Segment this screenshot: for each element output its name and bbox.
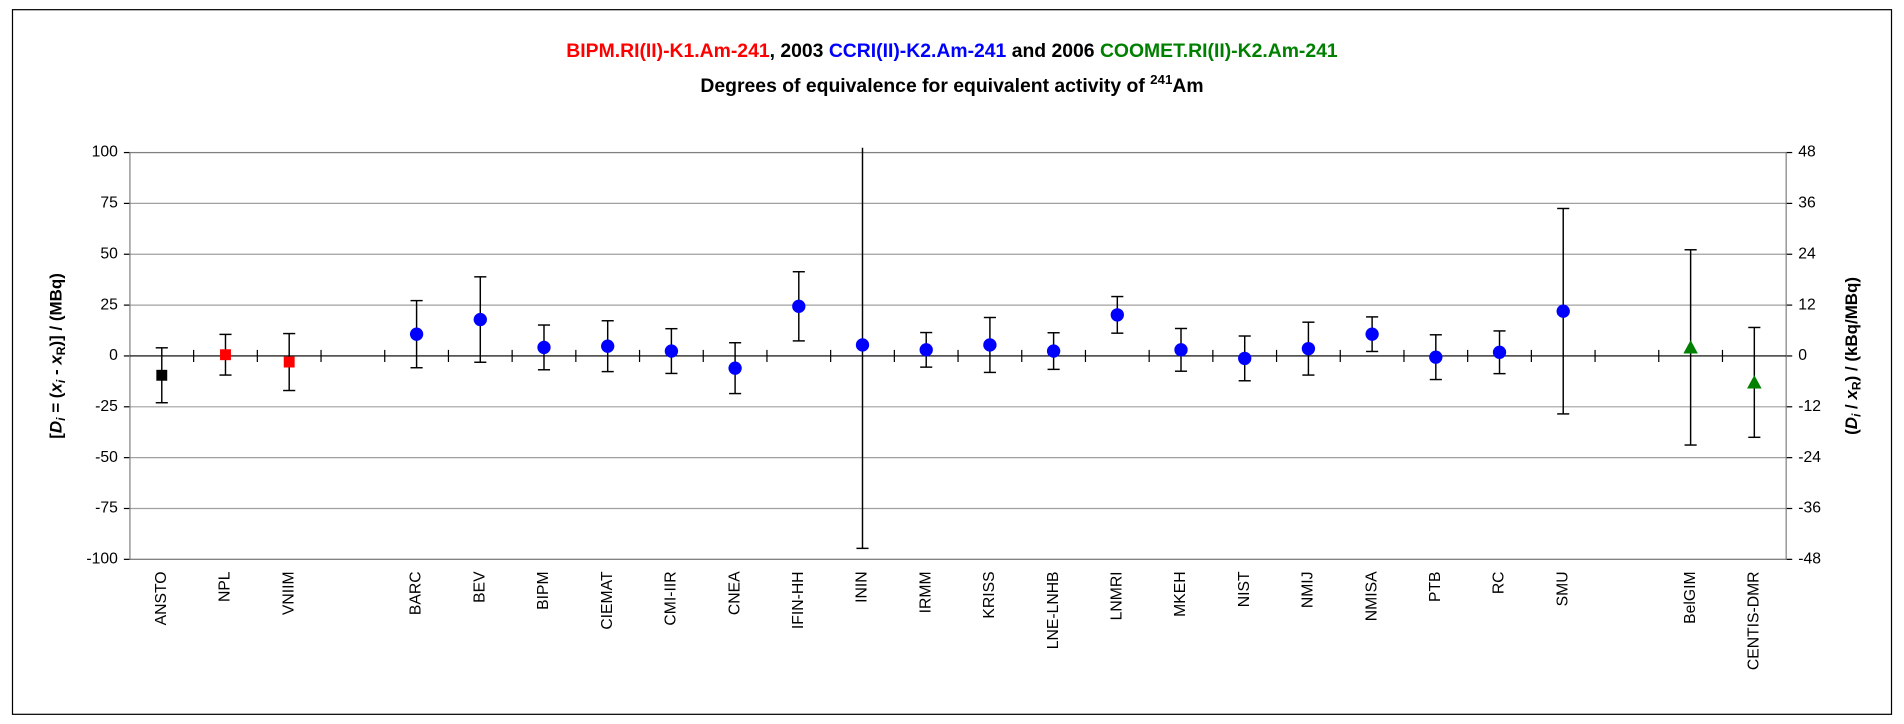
title-part: CCRI(II)-K2.Am-241 xyxy=(829,40,1007,62)
point xyxy=(409,327,424,341)
x-tick-label: NMIJ xyxy=(1300,571,1317,608)
label-part: / xyxy=(1842,400,1861,414)
label-part: [ xyxy=(47,433,66,439)
y-tick-label: 75 xyxy=(100,195,118,212)
label-part: D xyxy=(1842,417,1861,429)
point xyxy=(855,338,870,352)
title-part: BIPM.RI(II)-K1.Am-241 xyxy=(566,40,770,62)
x-tick-label: LNMRI xyxy=(1108,571,1125,620)
label-part: R xyxy=(54,346,68,355)
title-part: , 2003 xyxy=(770,40,829,62)
x-tick-label: VNIIM xyxy=(280,571,297,615)
point xyxy=(1174,343,1188,357)
y2-tick-label: -12 xyxy=(1798,398,1821,415)
label-part: - xyxy=(47,365,66,380)
x-tick-label: CIEMAT xyxy=(599,571,616,630)
point xyxy=(1365,327,1379,341)
y-tick-label: -25 xyxy=(95,398,118,415)
point xyxy=(156,369,168,381)
x-tick-label: BelGIM xyxy=(1682,571,1699,623)
y2-tick-label: -36 xyxy=(1798,500,1821,517)
label-part: ) / (kBq/MBq) xyxy=(1842,277,1861,381)
x-tick-label: PTB xyxy=(1427,571,1444,602)
y2-tick-label: -24 xyxy=(1798,449,1821,466)
y2-axis-label: (Di / xR) / (kBq/MBq) xyxy=(1842,277,1864,435)
subtitle-text: Degrees of equivalence for equivalent ac… xyxy=(700,75,1150,97)
point xyxy=(473,312,487,327)
label-part: i xyxy=(54,417,68,421)
y-tick-label: -50 xyxy=(95,449,118,466)
point xyxy=(1238,351,1252,366)
title-part: COOMET.RI(II)-K2.Am-241 xyxy=(1100,40,1338,62)
point xyxy=(1556,304,1570,318)
x-tick-label: BARC xyxy=(408,571,425,615)
y-tick-label: 0 xyxy=(109,347,118,364)
chart-title: BIPM.RI(II)-K1.Am-241, 2003 CCRI(II)-K2.… xyxy=(566,40,1338,62)
x-tick-label: CNEA xyxy=(726,571,743,615)
label-part: D xyxy=(47,421,66,433)
point xyxy=(1492,345,1507,359)
x-tick-label: NIST xyxy=(1236,571,1253,607)
label-part: )] / (MBq) xyxy=(47,273,66,346)
label-part: x xyxy=(47,383,66,394)
point xyxy=(601,339,615,353)
y2-tick-label: 48 xyxy=(1798,144,1816,161)
title-part: and 2006 xyxy=(1006,40,1100,62)
point xyxy=(1110,308,1124,322)
x-tick-label: KRISS xyxy=(981,571,998,618)
point xyxy=(1429,350,1443,364)
point xyxy=(919,343,933,357)
x-tick-label: NMISA xyxy=(1363,571,1380,621)
x-tick-label: ININ xyxy=(854,571,871,602)
x-tick-label: IFIN-HH xyxy=(790,571,807,629)
x-tick-label: BEV xyxy=(471,571,488,603)
y-axis-label: [Di = (xi - xR)] / (MBq) xyxy=(47,273,69,439)
point xyxy=(983,338,997,352)
point xyxy=(664,344,679,358)
label-part: ( xyxy=(1842,429,1861,435)
label-part: = ( xyxy=(47,392,66,417)
x-tick-label: ANSTO xyxy=(153,571,170,625)
y2-tick-label: 0 xyxy=(1798,347,1807,364)
y-tick-label: 100 xyxy=(92,144,118,161)
y-tick-label: 25 xyxy=(100,296,118,313)
x-tick-label: SMU xyxy=(1554,571,1571,606)
y-tick-label: 50 xyxy=(100,245,118,262)
point xyxy=(1683,340,1698,354)
label-part: i xyxy=(54,379,68,383)
frame xyxy=(11,9,1893,715)
point xyxy=(283,356,295,368)
point xyxy=(537,340,551,355)
point xyxy=(1046,344,1061,358)
x-tick-label: LNE-LNHB xyxy=(1045,571,1062,649)
x-tick-label: IRMM xyxy=(917,571,934,613)
label-part: x xyxy=(1842,390,1861,401)
point xyxy=(728,361,742,375)
label-part: i xyxy=(1850,413,1864,417)
chart-subtitle: Degrees of equivalence for equivalent ac… xyxy=(700,71,1203,97)
point xyxy=(220,349,231,361)
x-tick-label: BIPM xyxy=(535,571,552,609)
y2-tick-label: 24 xyxy=(1798,245,1816,262)
x-tick-label: MKEH xyxy=(1172,571,1189,616)
subtitle-sup: 241 xyxy=(1150,71,1173,86)
y2-tick-label: -48 xyxy=(1798,551,1821,568)
y2-tick-label: 12 xyxy=(1798,296,1815,313)
y2-tick-label: 36 xyxy=(1798,195,1816,212)
y-tick-label: -75 xyxy=(95,500,118,517)
x-tick-label: NPL xyxy=(217,571,234,602)
x-tick-label: CENTIS-DMR xyxy=(1745,571,1762,670)
x-tick-label: RC xyxy=(1491,571,1508,594)
point xyxy=(1301,341,1316,356)
y-tick-label: -100 xyxy=(86,551,118,568)
point xyxy=(792,299,806,313)
point xyxy=(1747,375,1762,389)
label-part: x xyxy=(47,355,66,366)
subtitle-text: Am xyxy=(1172,75,1203,97)
x-tick-label: CMI-IIR xyxy=(663,571,680,625)
label-part: R xyxy=(1850,381,1864,390)
